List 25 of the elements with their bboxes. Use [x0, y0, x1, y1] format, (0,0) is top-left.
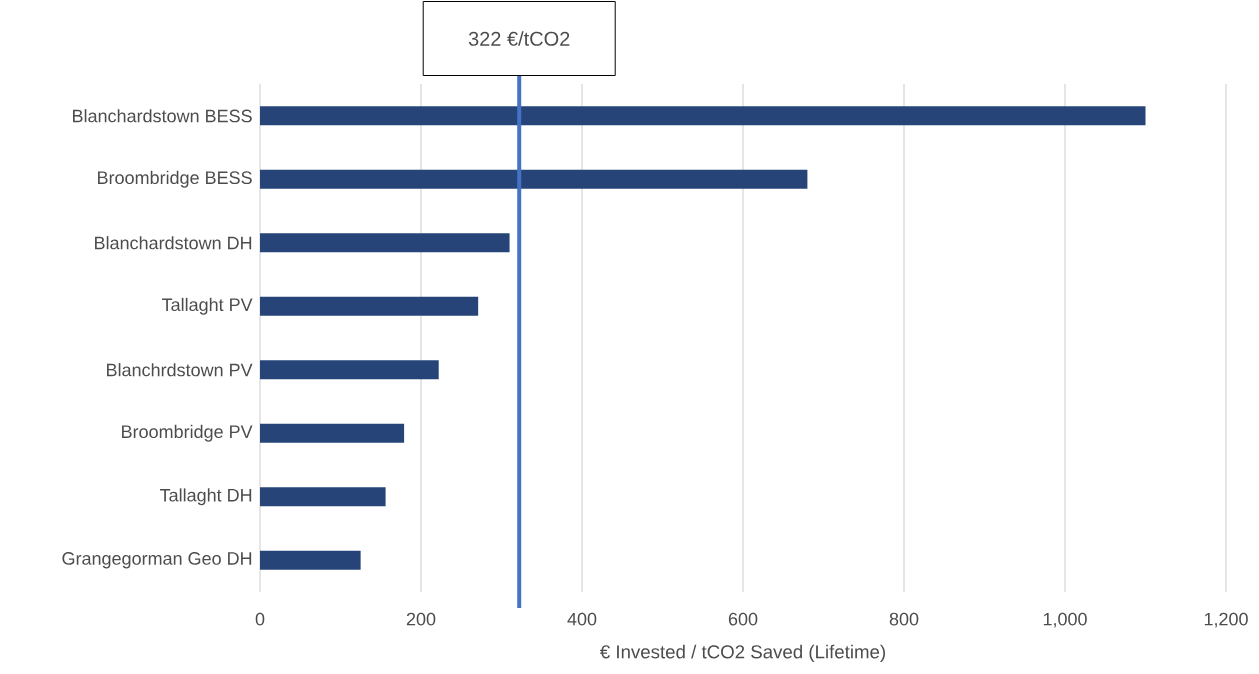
x-tick-label: 1,200 [1204, 612, 1248, 628]
ref-line-label: 322 €/tCO2 [468, 31, 570, 46]
bar [260, 423, 405, 443]
y-tick-label: Blanchardstown DH [95, 236, 252, 250]
y-tick-label: Broombridge PV [122, 424, 253, 442]
y-tick-label: Broombridge BESS [98, 170, 252, 188]
x-tick-label: 600 [728, 612, 758, 626]
x-tick-label: 0 [255, 612, 265, 626]
bar [260, 233, 510, 253]
bar [260, 487, 386, 507]
bar [260, 360, 439, 380]
bar [260, 169, 808, 189]
x-tick-label: 800 [889, 612, 919, 626]
bar [260, 550, 361, 570]
y-tick-label: Tallaght PV [161, 297, 253, 315]
x-tick-label: 200 [406, 612, 436, 626]
y-tick-label: Tallaght DH [159, 488, 252, 506]
bar [260, 106, 1146, 126]
y-tick-label: Blanchardstown BESS [73, 109, 252, 123]
y-tick-label: Grangegorman Geo DH [62, 552, 252, 569]
x-axis-title: € Invested / tCO2 Saved (Lifetime) [599, 644, 885, 663]
x-tick-label: 1,000 [1043, 612, 1087, 628]
y-tick-label: Blanchrdstown PV [107, 363, 253, 377]
x-tick-label: 400 [567, 612, 597, 626]
bar [260, 296, 479, 316]
